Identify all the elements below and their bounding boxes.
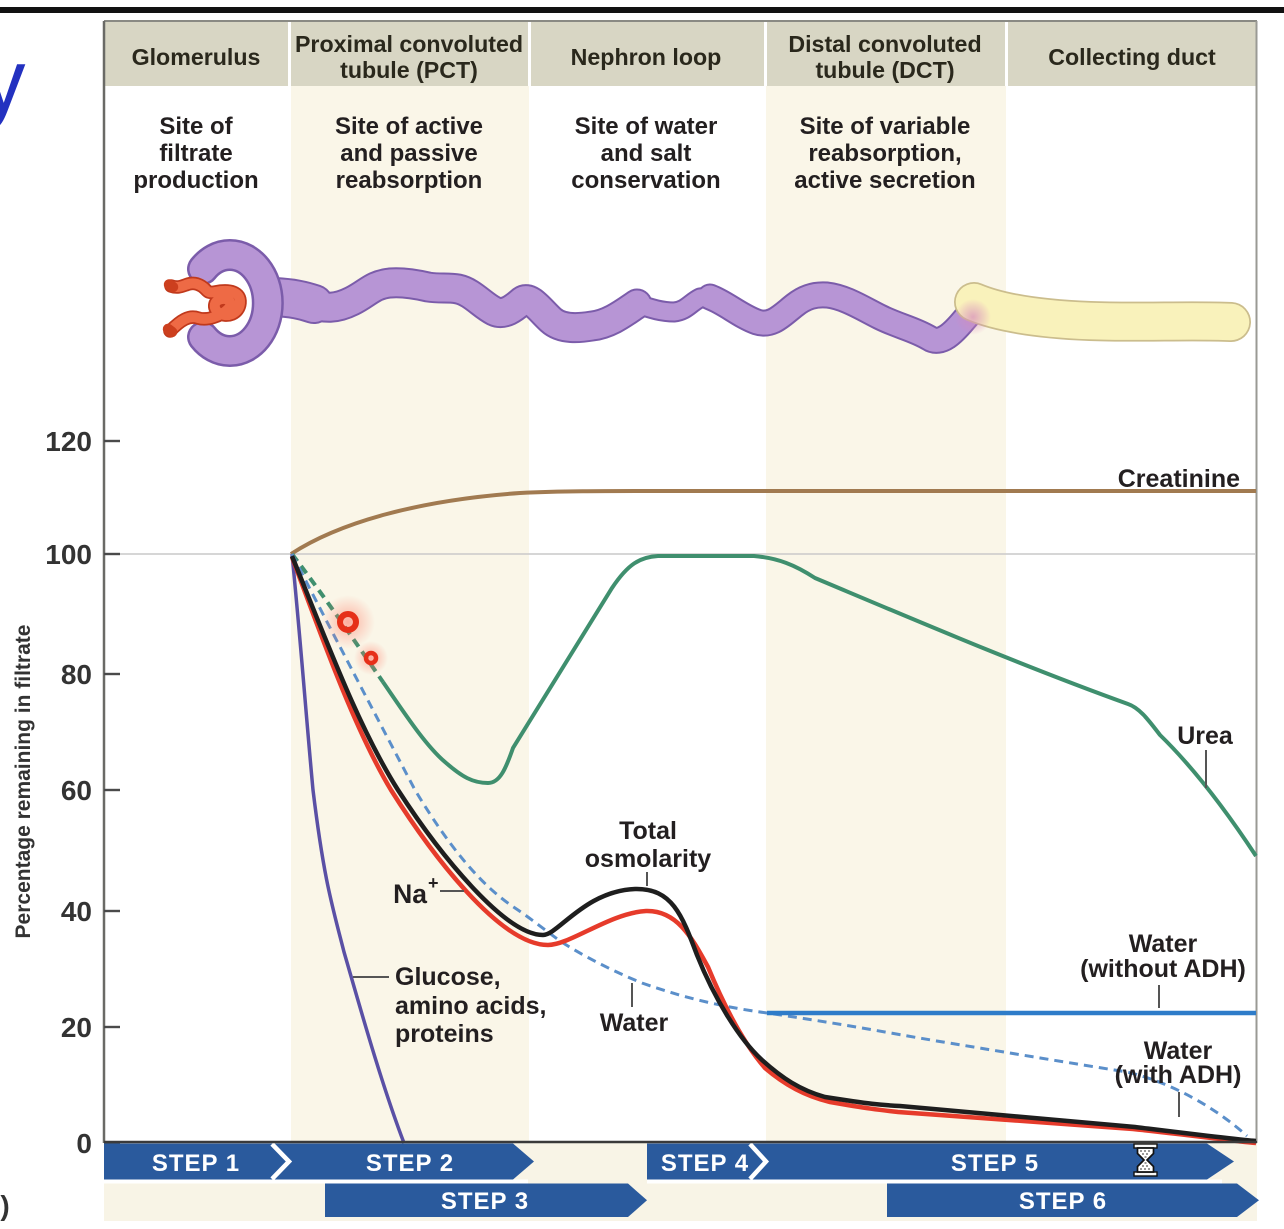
svg-text:conservation: conservation bbox=[571, 167, 720, 194]
svg-text:STEP 5: STEP 5 bbox=[951, 1150, 1039, 1177]
svg-text:Water: Water bbox=[600, 1009, 669, 1037]
svg-text:(without ADH): (without ADH) bbox=[1080, 955, 1246, 983]
svg-text:Glucose,: Glucose, bbox=[395, 963, 501, 991]
svg-text:60: 60 bbox=[61, 775, 92, 806]
svg-text:Urea: Urea bbox=[1177, 722, 1234, 750]
svg-text:Site of: Site of bbox=[159, 113, 233, 140]
svg-text:reabsorption: reabsorption bbox=[336, 167, 483, 194]
svg-text:Water: Water bbox=[1144, 1037, 1213, 1065]
svg-text:40: 40 bbox=[61, 896, 92, 927]
svg-text:amino acids,: amino acids, bbox=[395, 992, 546, 1020]
svg-text:STEP 4: STEP 4 bbox=[661, 1150, 749, 1177]
svg-text:tubule (PCT): tubule (PCT) bbox=[340, 57, 478, 83]
svg-text:Water: Water bbox=[1129, 930, 1198, 958]
svg-text:(with ADH): (with ADH) bbox=[1115, 1061, 1242, 1089]
svg-text:+: + bbox=[428, 873, 439, 893]
svg-text:Creatinine: Creatinine bbox=[1118, 465, 1240, 493]
svg-text:production: production bbox=[133, 167, 258, 194]
svg-text:reabsorption,: reabsorption, bbox=[808, 140, 961, 167]
svg-text:Collecting duct: Collecting duct bbox=[1048, 44, 1216, 70]
svg-text:STEP 1: STEP 1 bbox=[152, 1150, 240, 1177]
svg-text:proteins: proteins bbox=[395, 1020, 494, 1048]
svg-text:80: 80 bbox=[61, 659, 92, 690]
svg-text:20: 20 bbox=[61, 1012, 92, 1043]
svg-text:STEP 3: STEP 3 bbox=[441, 1188, 529, 1215]
svg-text:Proximal convoluted: Proximal convoluted bbox=[295, 31, 523, 57]
svg-text:Na: Na bbox=[393, 879, 427, 909]
svg-text:Percentage remaining in filtra: Percentage remaining in filtrate bbox=[12, 625, 35, 939]
svg-text:STEP 2: STEP 2 bbox=[366, 1150, 454, 1177]
svg-text:STEP 6: STEP 6 bbox=[1019, 1188, 1107, 1215]
svg-text:(b): (b) bbox=[0, 1190, 10, 1221]
svg-text:Site of active: Site of active bbox=[335, 113, 483, 140]
svg-text:Nephron loop: Nephron loop bbox=[571, 44, 722, 70]
svg-text:Site of variable: Site of variable bbox=[800, 113, 971, 140]
svg-text:tubule (DCT): tubule (DCT) bbox=[815, 57, 954, 83]
svg-text:Site of water: Site of water bbox=[575, 113, 718, 140]
svg-text:osmolarity: osmolarity bbox=[585, 845, 712, 873]
svg-text:100: 100 bbox=[45, 539, 92, 570]
svg-text:y: y bbox=[0, 31, 26, 131]
svg-text:and passive: and passive bbox=[340, 140, 477, 167]
svg-text:120: 120 bbox=[45, 426, 92, 457]
svg-text:Glomerulus: Glomerulus bbox=[132, 44, 261, 70]
svg-text:active secretion: active secretion bbox=[794, 167, 975, 194]
svg-text:and salt: and salt bbox=[601, 140, 692, 167]
svg-text:0: 0 bbox=[76, 1128, 92, 1159]
svg-text:filtrate: filtrate bbox=[159, 140, 232, 167]
svg-text:Total: Total bbox=[619, 817, 677, 845]
svg-text:Distal convoluted: Distal convoluted bbox=[788, 31, 981, 57]
